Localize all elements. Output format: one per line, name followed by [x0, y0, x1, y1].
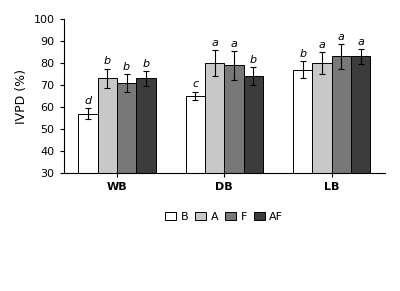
Text: d: d [84, 96, 92, 106]
Bar [224, 65, 244, 239]
Bar [244, 76, 263, 239]
Bar [312, 63, 332, 239]
Bar [332, 56, 351, 239]
Text: b: b [299, 49, 306, 58]
Text: a: a [211, 38, 218, 48]
Text: a: a [319, 40, 326, 50]
Text: a: a [338, 32, 345, 42]
Bar [78, 114, 98, 239]
Bar [351, 56, 370, 239]
Bar [117, 83, 136, 239]
Text: b: b [250, 55, 257, 65]
Text: a: a [230, 39, 237, 49]
Text: b: b [123, 62, 130, 72]
Bar [293, 70, 312, 239]
Text: a: a [357, 37, 364, 47]
Legend: B, A, F, AF: B, A, F, AF [161, 207, 288, 226]
Text: b: b [142, 58, 150, 69]
Text: c: c [192, 79, 198, 89]
Text: b: b [104, 56, 111, 66]
Bar [186, 96, 205, 239]
Bar [136, 79, 156, 239]
Y-axis label: IVPD (%): IVPD (%) [15, 69, 28, 124]
Bar [205, 63, 224, 239]
Bar [98, 79, 117, 239]
